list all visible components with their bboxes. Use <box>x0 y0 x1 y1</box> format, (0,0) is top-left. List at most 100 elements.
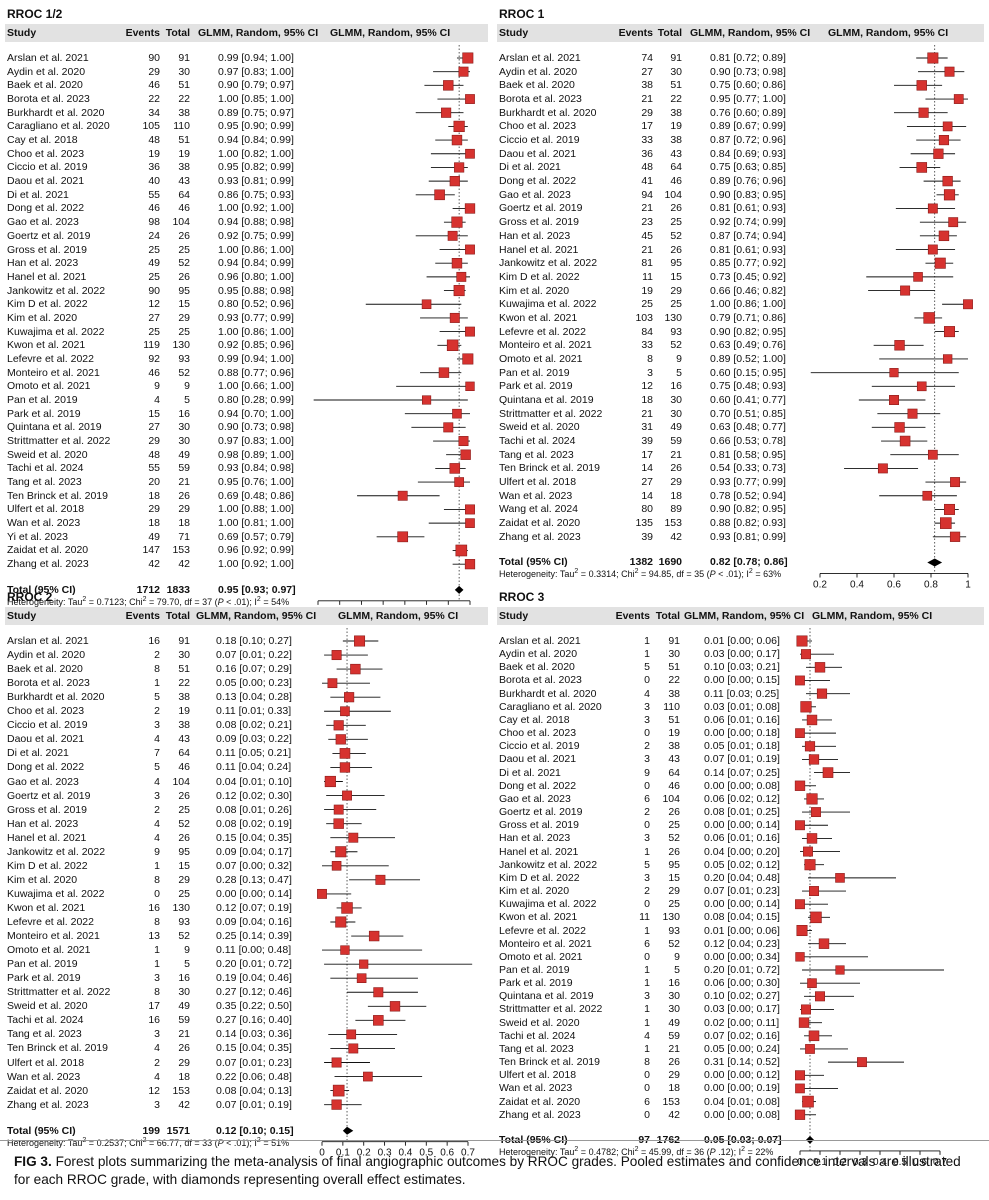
events-cell: 18 <box>148 489 160 502</box>
x-axis-tick-label: 0.7 <box>461 1148 475 1159</box>
ci-cell: 0.08 [0.04; 0.13] <box>216 1084 292 1097</box>
x-axis-tick-label: 0.4 <box>850 579 864 590</box>
total-cell: 26 <box>178 831 190 844</box>
study-estimate-marker <box>927 203 938 214</box>
events-cell: 1 <box>154 958 160 971</box>
total-cell: 51 <box>178 663 190 676</box>
study-row: Baek et al. 2020 46 51 0.90 [0.79; 0.97] <box>5 78 488 92</box>
table-header: Study Events Total GLMM, Random, 95% CI GLMM… <box>497 607 984 625</box>
total-cell: 1762 <box>656 1133 680 1146</box>
study-estimate-marker <box>447 230 458 241</box>
panel-title: RROC 1 <box>499 7 545 21</box>
study-estimate-marker <box>796 635 808 647</box>
events-cell: 105 <box>142 120 160 133</box>
total-cell: 25 <box>178 243 190 256</box>
study-name: Borota et al. 2023 <box>499 674 582 687</box>
total-cell: 64 <box>178 747 190 760</box>
events-cell: 12 <box>641 380 653 393</box>
study-name: Strittmatter et al. 2022 <box>499 1003 603 1016</box>
total-cell: 49 <box>178 1000 190 1013</box>
study-row: Gao et al. 2023 98 104 0.94 [0.88; 0.98] <box>5 215 488 229</box>
study-estimate-marker <box>373 987 384 998</box>
ci-cell: 0.12 [0.07; 0.19] <box>216 901 292 914</box>
study-name: Kim et al. 2020 <box>499 284 570 297</box>
study-row: Baek et al. 2020 5 51 0.10 [0.03; 0.21] <box>497 660 984 674</box>
ci-cell: 0.00 [0.00; 0.08] <box>704 1108 780 1121</box>
study-name: Han et al. 2023 <box>499 832 571 845</box>
study-estimate-marker <box>465 381 475 391</box>
study-name: Caragliano et al. 2020 <box>7 120 110 133</box>
events-cell: 4 <box>154 1070 160 1083</box>
study-name: Hanel et al. 2021 <box>499 243 579 256</box>
total-cell: 19 <box>668 727 680 740</box>
total-cell: 95 <box>178 845 190 858</box>
study-estimate-marker <box>348 1043 359 1054</box>
study-estimate-marker <box>818 938 830 949</box>
study-estimate-marker <box>816 688 828 699</box>
study-estimate-marker <box>899 435 911 447</box>
study-row: Jankowitz et al. 2022 9 95 0.09 [0.04; 0.17… <box>5 845 488 859</box>
ci-cell: 0.09 [0.04; 0.17] <box>216 845 292 858</box>
study-row: Goertz et al. 2019 2 26 0.08 [0.01; 0.25] <box>497 805 984 819</box>
events-cell: 4 <box>154 817 160 830</box>
study-estimate-marker <box>458 436 469 447</box>
forest-plot: 0 0.1 0.2 0.3 0.4 0.5 0.6 0.7 <box>794 628 947 1168</box>
study-estimate-marker <box>465 326 475 337</box>
events-cell: 8 <box>154 873 160 886</box>
events-cell: 12 <box>148 298 160 311</box>
study-row: Kim et al. 2020 2 29 0.07 [0.01; 0.23] <box>497 884 984 898</box>
study-row: Pan et al. 2019 3 5 0.60 [0.15; 0.95] <box>497 366 984 380</box>
study-row: Kuwajima et al. 2022 25 25 1.00 [0.86; 1.00… <box>5 325 488 339</box>
total-cell: 29 <box>670 476 682 489</box>
events-cell: 6 <box>644 1095 650 1108</box>
header-events: Events <box>618 27 653 39</box>
x-axis-tick-label: 0.2 <box>357 1148 371 1159</box>
events-cell: 31 <box>641 421 653 434</box>
header-ci: GLMM, Random, 95% CI <box>198 27 319 39</box>
total-cell: 18 <box>178 1070 190 1083</box>
study-estimate-marker <box>389 1001 401 1012</box>
ci-cell: 0.06 [0.01; 0.16] <box>704 832 780 845</box>
events-cell: 1382 <box>629 556 653 569</box>
total-cell: 18 <box>668 1082 680 1095</box>
total-row: Total (95% CI) 97 1762 0.05 [0.03; 0.07] <box>497 1133 984 1147</box>
study-name: Strittmatter et al. 2022 <box>7 435 111 448</box>
ci-cell: 0.15 [0.04; 0.35] <box>216 831 292 844</box>
study-estimate-marker <box>375 874 386 885</box>
study-row: Monteiro et al. 2021 6 52 0.12 [0.04; 0.23] <box>497 937 984 951</box>
study-row: Ulfert et al. 2018 0 29 0.00 [0.00; 0.12] <box>497 1068 984 1082</box>
study-estimate-marker <box>949 531 961 542</box>
x-axis-tick-label: 0.8 <box>924 579 938 590</box>
ci-cell: 0.00 [0.00; 0.14] <box>216 887 292 900</box>
total-cell: 52 <box>178 817 190 830</box>
events-cell: 3 <box>644 700 650 713</box>
x-axis-tick-label: 0.1 <box>813 1157 827 1168</box>
study-name: Aydin et al. 2020 <box>499 65 578 78</box>
study-name: Lefevre et al. 2022 <box>499 924 586 937</box>
events-cell: 19 <box>148 147 160 160</box>
ci-cell: 0.07 [0.01; 0.23] <box>704 885 780 898</box>
study-estimate-marker <box>446 339 459 352</box>
panel-title: RROC 2 <box>7 590 53 604</box>
study-name: Kuwajima et al. 2022 <box>499 898 597 911</box>
ci-cell: 0.07 [0.01; 0.22] <box>216 649 292 662</box>
study-estimate-marker <box>795 728 805 738</box>
study-name: Omoto et al. 2021 <box>7 944 91 957</box>
study-estimate-marker <box>335 846 347 858</box>
events-cell: 12 <box>148 1084 160 1097</box>
study-name: Kim et al. 2020 <box>7 311 78 324</box>
study-name: Kuwajima et al. 2022 <box>499 298 597 311</box>
study-name: Gao et al. 2023 <box>7 216 79 229</box>
events-cell: 25 <box>641 298 653 311</box>
total-label: Total (95% CI) <box>7 1124 76 1137</box>
ci-cell: 0.12 [0.04; 0.23] <box>704 937 780 950</box>
study-estimate-marker <box>927 449 938 460</box>
total-cell: 21 <box>178 1028 190 1041</box>
ci-cell: 0.90 [0.82; 0.95] <box>710 325 786 338</box>
events-cell: 6 <box>644 792 650 805</box>
events-cell: 36 <box>148 161 160 174</box>
ci-cell: 0.69 [0.48; 0.86] <box>218 489 294 502</box>
study-name: Goertz et al. 2019 <box>7 229 91 242</box>
total-cell: 59 <box>668 1029 680 1042</box>
total-cell: 59 <box>178 462 190 475</box>
